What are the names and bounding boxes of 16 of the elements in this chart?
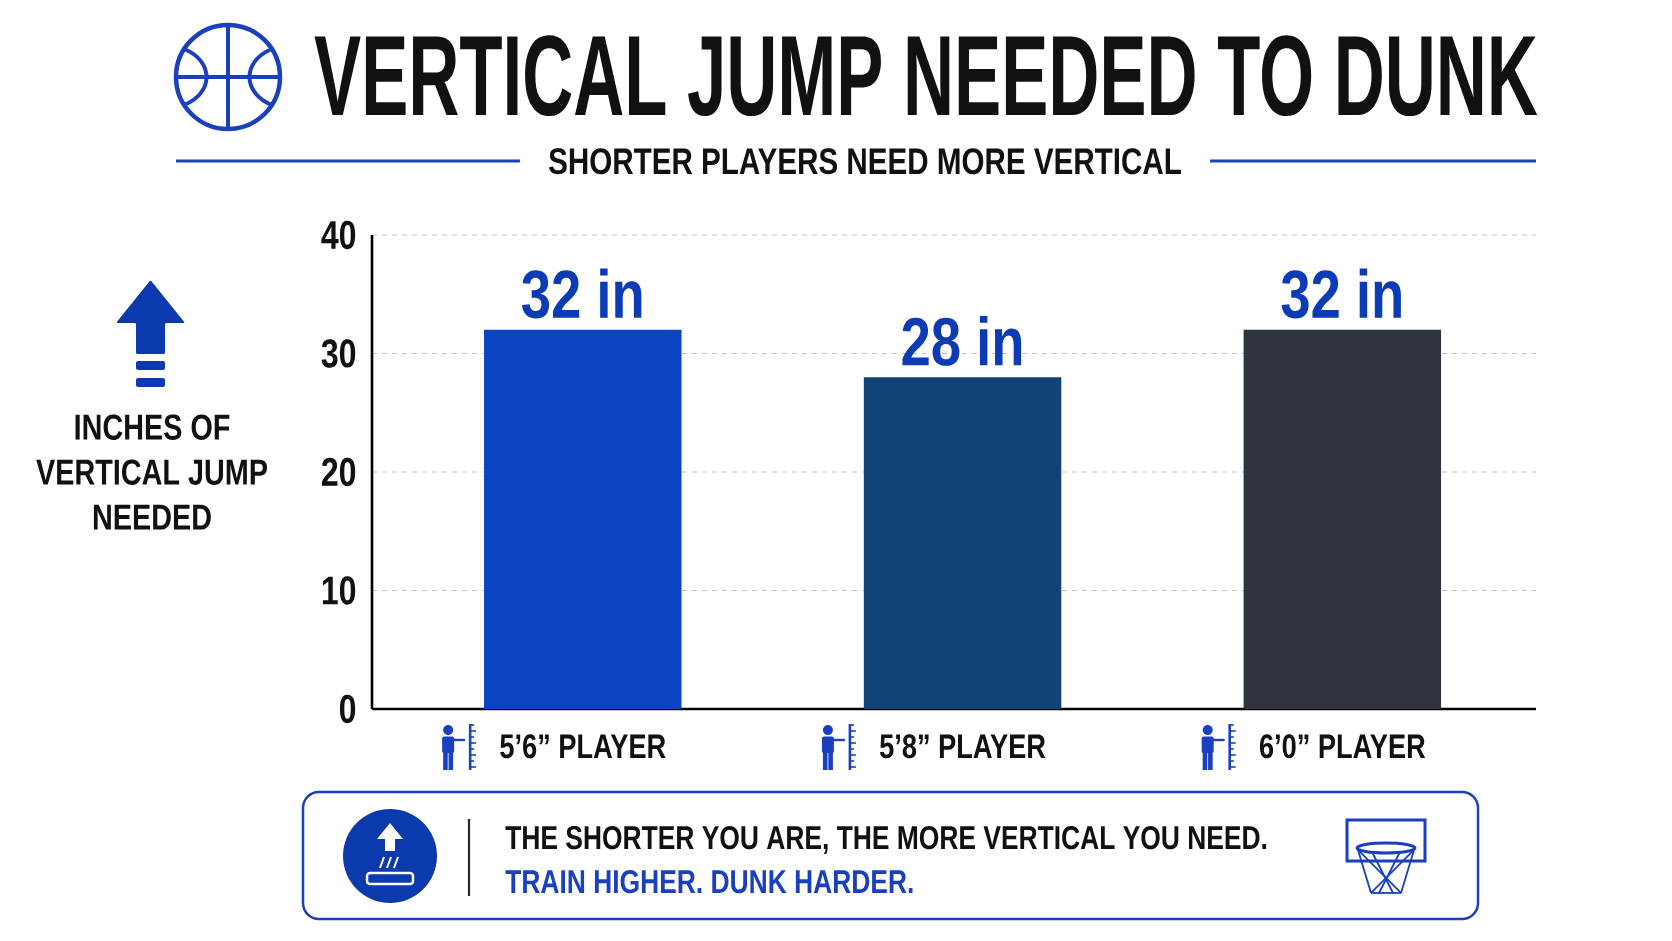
chart-title: VERTICAL JUMP NEEDED TO DUNK [314,35,1538,117]
y-tick-label: 40 [321,220,356,250]
text: THE SHORTER YOU ARE, THE MORE VERTICAL YOU NEED. [505,825,1267,855]
x-tick-label: 6’0” PLAYER [1259,734,1426,759]
chart-subtitle: SHORTER PLAYERS NEED MORE VERTICAL [548,148,1181,175]
data-label: 32 in [1281,268,1401,319]
text: TRAIN HIGHER. DUNK HARDER. [505,869,913,894]
y-tick-label: 30 [321,339,356,368]
y-axis-title: INCHES OF VERTICAL JUMP NEEDED [36,414,267,530]
y-tick-label: 20 [321,457,356,487]
x-tick-label: 5’8” PLAYER [879,734,1046,759]
data-label: 28 in [902,315,1022,366]
x-tick-label: 5’6” PLAYER [500,734,666,759]
data-label: 32 in [522,268,642,319]
y-tick-label: 10 [322,576,356,605]
y-tick-label: 0 [339,694,356,724]
